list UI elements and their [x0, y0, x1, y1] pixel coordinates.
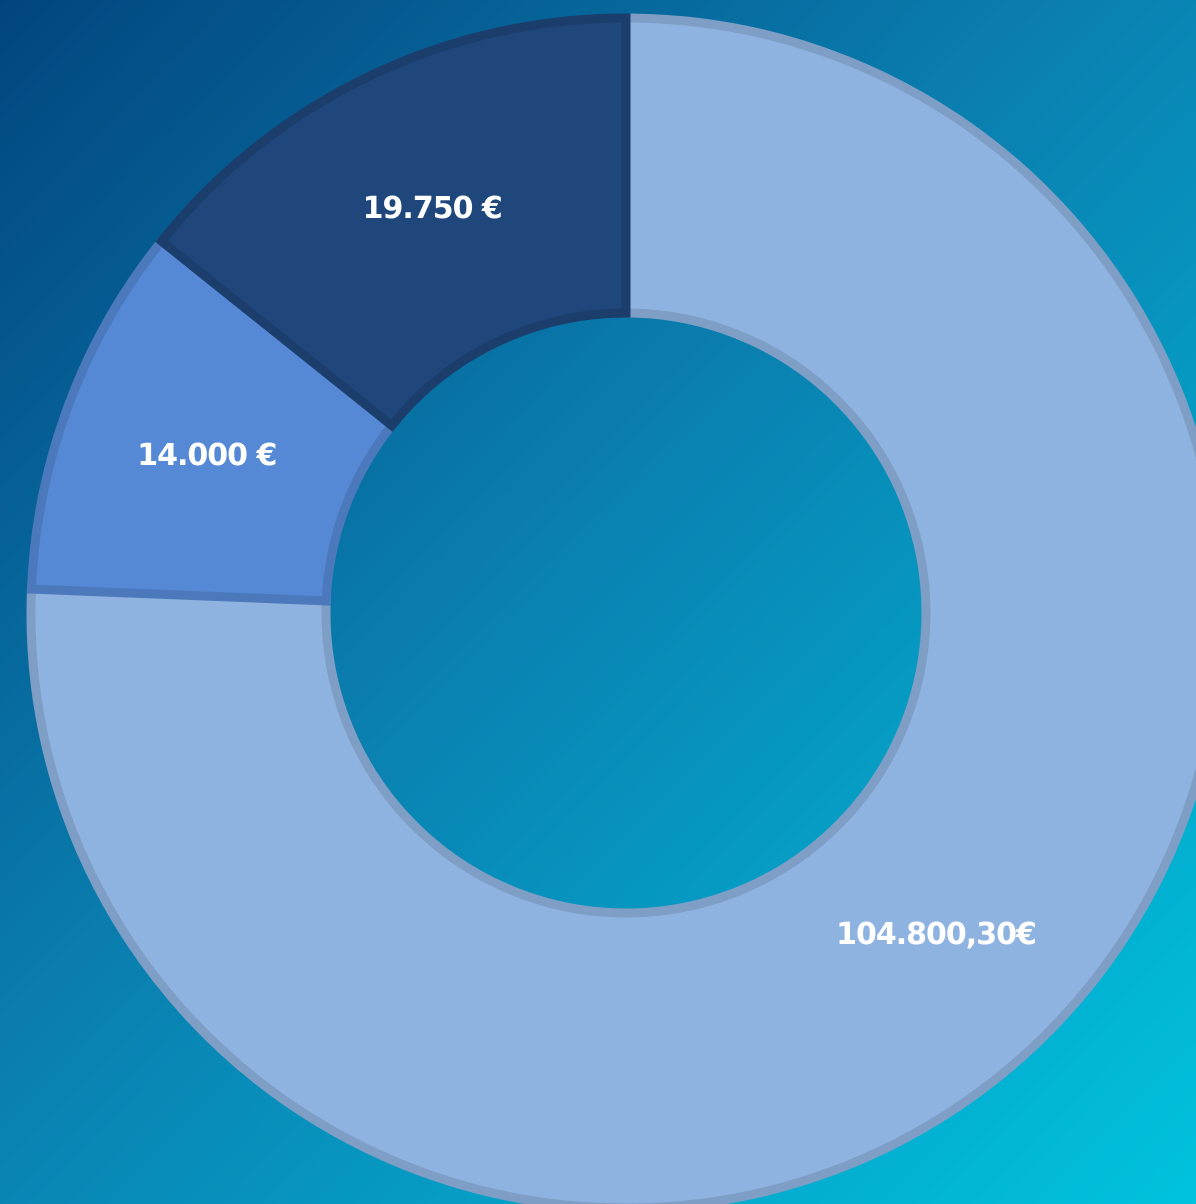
labels: 104.800,30€ 14.000 € 19.750 €	[137, 191, 1037, 952]
slice	[155, 13, 631, 432]
slices	[26, 13, 1196, 1204]
value-label: 104.800,30€	[836, 917, 1036, 952]
value-label: 19.750 €	[363, 191, 502, 226]
value-label: 14.000 €	[137, 438, 276, 473]
slice	[26, 234, 399, 606]
slice	[26, 13, 1196, 1204]
